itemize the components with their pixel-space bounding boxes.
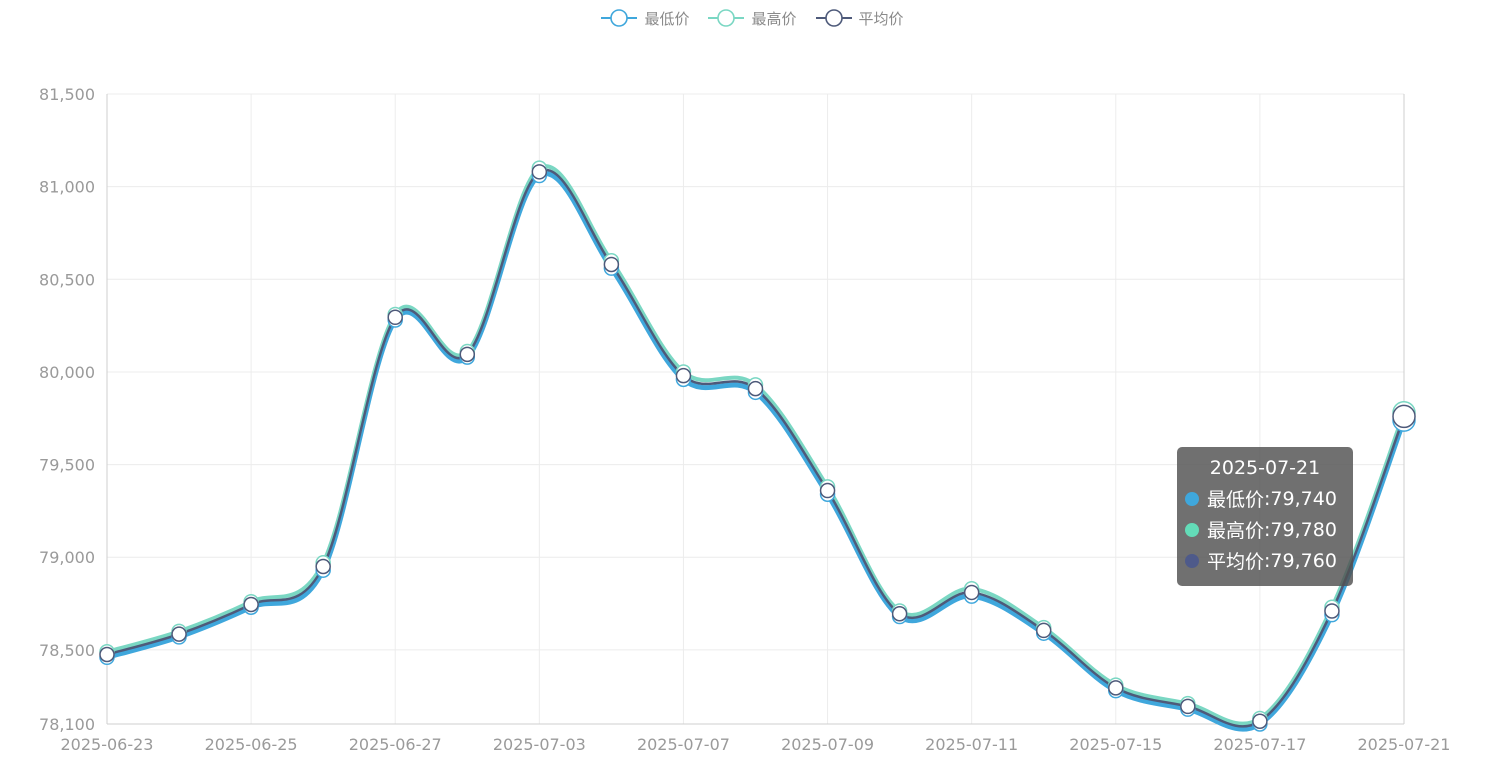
tooltip-low-label: 最低价 xyxy=(1207,489,1265,511)
y-tick-label: 81,500 xyxy=(39,85,95,104)
legend-label-high: 最高价 xyxy=(751,9,797,28)
y-tick-label: 78,500 xyxy=(39,641,95,660)
series-point-2 xyxy=(387,309,403,326)
series-point-2 xyxy=(99,646,115,663)
tooltip-avg-label: 平均价 xyxy=(1207,551,1265,573)
y-tick-label: 80,500 xyxy=(39,270,95,289)
x-tick-label: 2025-06-27 xyxy=(349,735,442,754)
x-tick-label: 2025-07-07 xyxy=(637,735,730,754)
x-tick-label: 2025-07-11 xyxy=(925,735,1018,754)
tooltip-high-value: 79,780 xyxy=(1270,518,1337,541)
series-point-2 xyxy=(531,164,548,180)
legend-item-low[interactable]: 最低价 xyxy=(600,6,689,30)
legend-label-avg: 平均价 xyxy=(858,9,904,28)
tooltip-low-value: 79,740 xyxy=(1270,487,1337,510)
tooltip-title: 2025-07-21 xyxy=(1209,457,1321,479)
x-tick-label: 2025-07-21 xyxy=(1358,735,1451,754)
x-tick-label: 2025-07-17 xyxy=(1213,735,1306,754)
series-line-1 xyxy=(106,164,1406,726)
y-tick-label: 80,000 xyxy=(39,363,95,382)
legend-low-icon xyxy=(601,9,638,27)
series-point-2 xyxy=(1392,404,1416,429)
legend-item-high[interactable]: 最高价 xyxy=(707,6,797,30)
series-point-2 xyxy=(1035,622,1052,639)
series-point-2 xyxy=(891,606,908,622)
x-tick-label: 2025-06-23 xyxy=(61,735,154,754)
series-point-2 xyxy=(1252,713,1268,729)
x-tick-label: 2025-07-15 xyxy=(1069,735,1162,754)
series-point-2 xyxy=(1180,698,1196,715)
y-tick-label: 78,100 xyxy=(39,715,95,734)
series-point-2 xyxy=(243,596,259,613)
y-tick-label: 79,000 xyxy=(39,548,95,567)
tooltip-high-label: 最高价 xyxy=(1207,520,1265,542)
tooltip-row-avg: 平均价: 79,760 xyxy=(1185,547,1345,574)
series-point-2 xyxy=(603,256,620,273)
series-point-2 xyxy=(1324,603,1340,619)
series-point-2 xyxy=(171,626,187,642)
tooltip-high-dot-icon xyxy=(1185,522,1199,537)
y-tick-label: 81,000 xyxy=(39,178,95,197)
series-point-2 xyxy=(819,482,836,499)
tooltip-avg-value: 79,760 xyxy=(1270,549,1337,572)
series-point-2 xyxy=(675,367,692,384)
series-point-2 xyxy=(315,558,331,575)
tooltip-row-high: 最高价: 79,780 xyxy=(1185,516,1345,543)
series-point-2 xyxy=(747,380,764,397)
tooltip-row-low: 最低价: 79,740 xyxy=(1185,485,1345,512)
x-tick-label: 2025-06-25 xyxy=(205,735,298,754)
chart-tooltip: 2025-07-21 最低价: 79,740 最高价: 79,780 平均价: … xyxy=(1177,447,1353,586)
x-tick-label: 2025-07-09 xyxy=(781,735,874,754)
x-tick-label: 2025-07-03 xyxy=(493,735,586,754)
legend-label-low: 最低价 xyxy=(644,9,690,28)
series-point-2 xyxy=(963,584,980,601)
legend-avg-icon xyxy=(815,9,852,27)
legend-high-icon xyxy=(708,9,745,27)
tooltip-low-dot-icon xyxy=(1185,491,1199,506)
legend-item-avg[interactable]: 平均价 xyxy=(815,6,904,30)
series-point-2 xyxy=(1108,680,1124,696)
chart-legend: 最低价 最高价 平均价 xyxy=(0,6,1504,30)
y-tick-label: 79,500 xyxy=(39,456,95,475)
tooltip-avg-dot-icon xyxy=(1185,553,1199,568)
series-point-2 xyxy=(459,346,476,363)
